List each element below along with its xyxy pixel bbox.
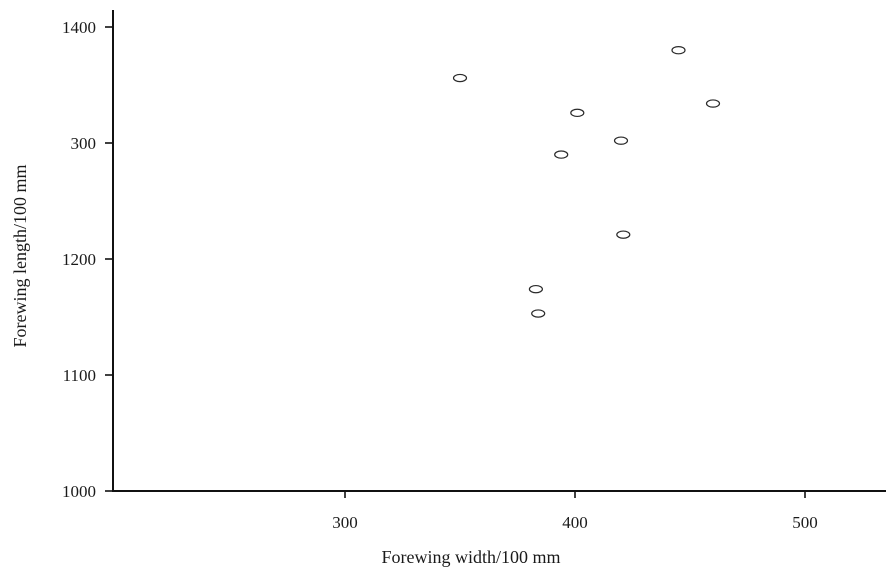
data-point [671, 46, 686, 55]
data-point [531, 309, 546, 318]
y-tick-label: 1000 [62, 482, 96, 501]
data-point [705, 99, 721, 108]
x-tick-label: 400 [562, 513, 588, 532]
data-points [452, 46, 721, 318]
x-axis-ticks: 300 400 500 [332, 491, 818, 532]
x-tick-label: 300 [332, 513, 358, 532]
y-axis-title: Forewing length/100 mm [10, 165, 30, 348]
y-axis-ticks: 1000 1100 1200 300 1400 [62, 18, 113, 501]
data-point [570, 108, 585, 118]
data-point [528, 284, 544, 294]
y-tick-label: 1200 [62, 250, 96, 269]
data-point [554, 150, 569, 159]
data-point [616, 230, 631, 239]
x-axis-title: Forewing width/100 mm [382, 547, 561, 567]
y-tick-label: 1400 [62, 18, 96, 37]
y-tick-label: 1100 [63, 366, 96, 385]
data-point [613, 136, 629, 145]
x-tick-label: 500 [792, 513, 818, 532]
y-tick-label: 300 [71, 134, 97, 153]
data-point [452, 73, 468, 83]
chart-axes [112, 10, 886, 492]
